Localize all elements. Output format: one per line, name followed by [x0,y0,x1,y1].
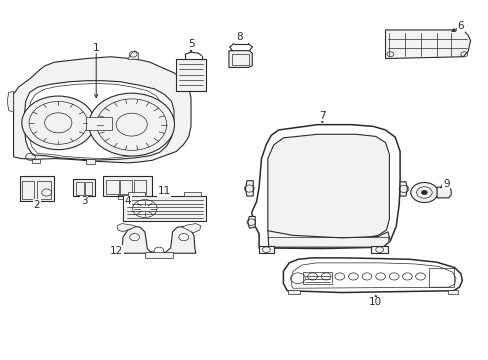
FancyBboxPatch shape [127,192,144,196]
Polygon shape [245,181,253,196]
Polygon shape [247,216,255,228]
FancyBboxPatch shape [144,252,173,258]
Text: 11: 11 [157,186,170,197]
Circle shape [421,190,427,195]
Text: 2: 2 [34,200,40,210]
Polygon shape [182,224,201,233]
Polygon shape [283,258,461,293]
Text: 4: 4 [124,197,131,206]
Polygon shape [228,51,252,67]
Circle shape [129,234,139,241]
Polygon shape [251,125,399,249]
FancyBboxPatch shape [31,158,40,163]
Polygon shape [103,176,152,196]
Text: 10: 10 [368,297,382,307]
Circle shape [44,113,72,133]
Polygon shape [436,187,450,198]
Polygon shape [370,246,387,253]
Text: 5: 5 [187,39,194,49]
Text: 1: 1 [93,43,100,53]
Text: 6: 6 [457,21,463,31]
Circle shape [89,93,174,156]
Polygon shape [447,290,458,294]
Polygon shape [20,176,54,202]
FancyBboxPatch shape [86,159,95,164]
Polygon shape [122,196,205,221]
Polygon shape [14,57,191,163]
Text: 3: 3 [81,197,87,206]
Circle shape [132,200,157,217]
Polygon shape [176,59,205,91]
Text: 9: 9 [442,179,448,189]
Polygon shape [7,91,14,112]
Circle shape [179,234,188,241]
Polygon shape [385,30,469,59]
Circle shape [22,96,95,150]
Text: 12: 12 [110,246,123,256]
Circle shape [154,247,163,254]
Polygon shape [267,134,388,239]
FancyBboxPatch shape [85,117,112,130]
Circle shape [116,113,147,136]
Text: 8: 8 [236,32,243,42]
Polygon shape [127,51,138,59]
Polygon shape [267,231,389,247]
Polygon shape [287,290,300,294]
Polygon shape [73,179,95,197]
FancyBboxPatch shape [183,192,201,196]
Polygon shape [259,246,273,253]
Text: 7: 7 [318,111,325,121]
Circle shape [410,183,437,203]
Polygon shape [25,81,174,160]
Polygon shape [399,182,407,196]
Polygon shape [117,224,136,232]
Polygon shape [122,226,196,253]
